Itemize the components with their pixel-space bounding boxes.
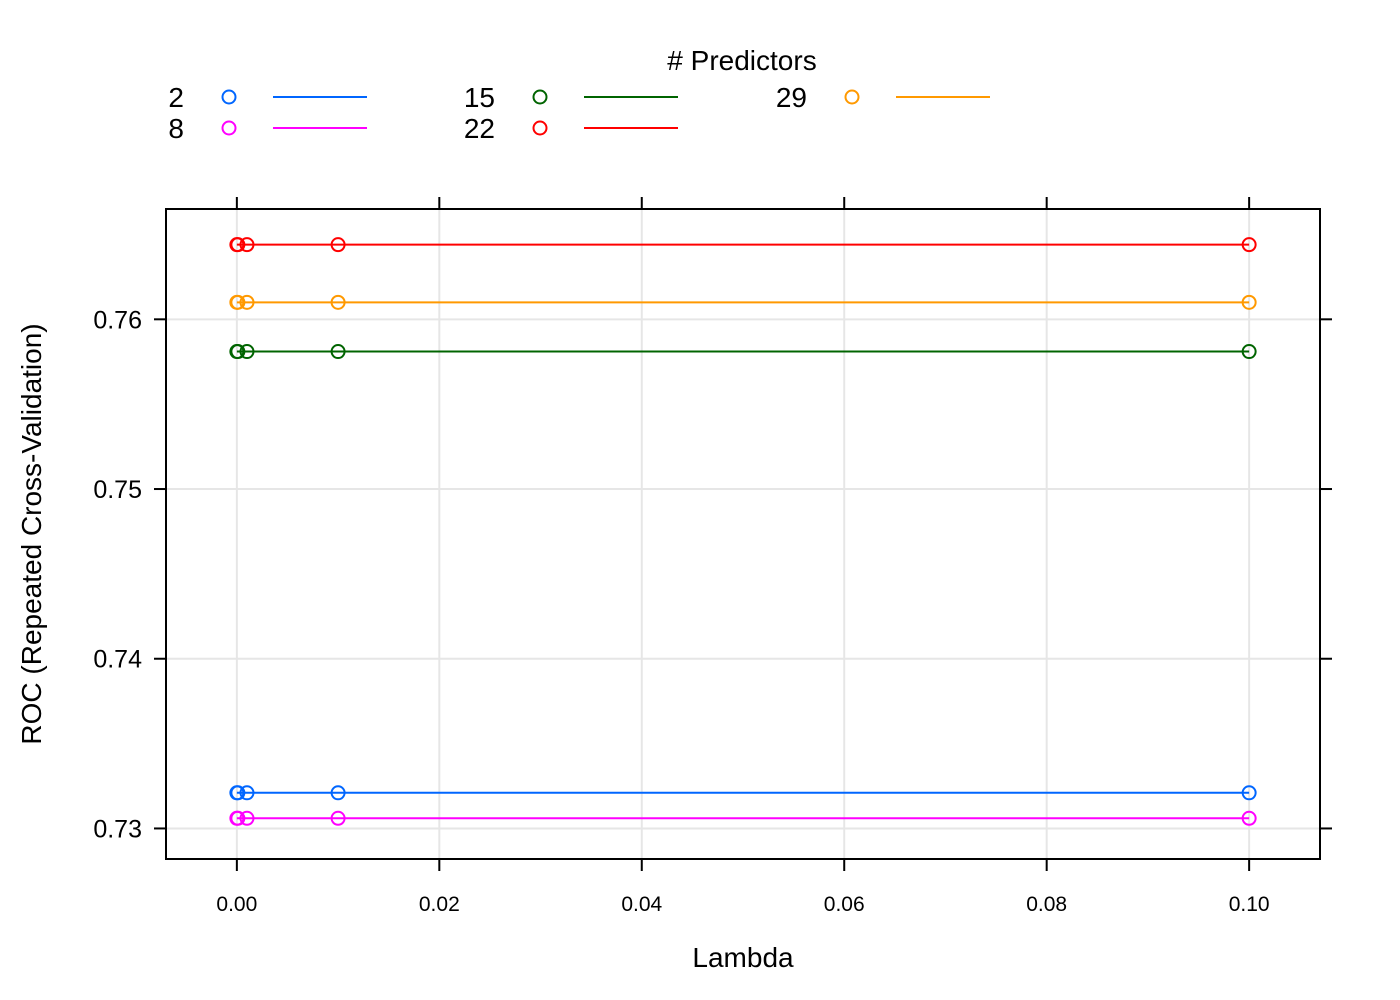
legend-entry-29: 29	[776, 82, 990, 113]
point-2-4	[1241, 785, 1257, 801]
series-8	[229, 810, 1257, 826]
point-8-2	[239, 810, 255, 826]
point-29-1	[230, 294, 246, 310]
x-tick-label-5: 0.10	[1229, 893, 1270, 916]
legend-entry-15: 15	[464, 82, 678, 113]
point-22-4	[1241, 237, 1257, 253]
legend-marker-2	[221, 89, 237, 105]
x-tick-label-1: 0.02	[419, 893, 460, 916]
y-tick-label-2: 0.75	[93, 476, 142, 504]
legend-label-15: 15	[464, 82, 495, 113]
series-2	[229, 785, 1257, 801]
axes: 0.00 0.02 0.04 0.06 0.08 0.10 0.73 0.74 0.75 0.76	[93, 197, 1332, 916]
y-tick-label-3: 0.76	[93, 306, 142, 334]
point-15-1	[230, 344, 246, 360]
point-15-3	[330, 344, 346, 360]
point-29-2	[239, 294, 255, 310]
legend-marker-22	[532, 120, 548, 136]
series-29	[229, 294, 1257, 310]
point-29-3	[330, 294, 346, 310]
point-15-4	[1241, 344, 1257, 360]
x-tick-label-4: 0.08	[1026, 893, 1067, 916]
series-15	[229, 344, 1257, 360]
grid-lines	[166, 209, 1320, 859]
legend-entry-22: 22	[464, 113, 678, 144]
y-tick-label-1: 0.74	[93, 646, 142, 674]
point-2-1	[230, 785, 246, 801]
legend-title: # Predictors	[667, 45, 816, 76]
legend-label-29: 29	[776, 82, 807, 113]
x-tick-label-0: 0.00	[216, 893, 257, 916]
plot-frame	[165, 208, 1321, 860]
series-22	[229, 237, 1257, 253]
series-layer	[229, 237, 1257, 826]
x-tick-label-2: 0.04	[621, 893, 662, 916]
legend-marker-29	[844, 89, 860, 105]
point-29-4	[1241, 294, 1257, 310]
legend-marker-15	[532, 89, 548, 105]
point-2-2	[239, 785, 255, 801]
legend-marker-8	[221, 120, 237, 136]
legend-label-2: 2	[168, 82, 184, 113]
y-axis-label: ROC (Repeated Cross-Validation)	[16, 323, 47, 744]
point-8-1	[230, 810, 246, 826]
legend-label-22: 22	[464, 113, 495, 144]
x-tick-label-3: 0.06	[824, 893, 865, 916]
point-22-3	[330, 237, 346, 253]
point-8-4	[1241, 810, 1257, 826]
point-8-3	[330, 810, 346, 826]
legend-entry-8: 8	[168, 113, 367, 144]
point-22-1	[230, 237, 246, 253]
point-22-2	[239, 237, 255, 253]
y-tick-label-0: 0.73	[93, 815, 142, 843]
legend-entry-2: 2	[168, 82, 367, 113]
x-axis-label: Lambda	[692, 942, 794, 973]
legend-label-8: 8	[168, 113, 184, 144]
point-2-3	[330, 785, 346, 801]
point-15-2	[239, 344, 255, 360]
